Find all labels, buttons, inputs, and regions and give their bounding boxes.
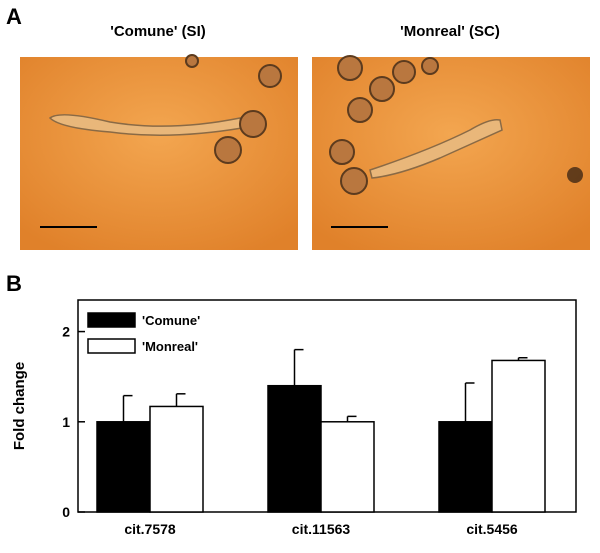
micrograph xyxy=(312,55,590,250)
panel-label: B xyxy=(6,271,22,296)
x-tick-label: cit.7578 xyxy=(124,521,176,537)
y-tick-label: 2 xyxy=(62,324,70,340)
bar xyxy=(438,421,493,513)
bar xyxy=(491,359,546,513)
image-title: 'Comune' (SI) xyxy=(110,23,205,40)
legend-label: 'Comune' xyxy=(142,313,200,328)
y-tick-label: 1 xyxy=(62,414,70,430)
legend-swatch xyxy=(87,312,136,328)
bar xyxy=(149,405,204,513)
micrograph xyxy=(20,54,298,250)
bar xyxy=(267,384,322,513)
x-tick-label: cit.5456 xyxy=(466,521,518,537)
bar xyxy=(320,421,375,513)
y-axis-label: Fold change xyxy=(11,362,28,450)
panel-label: A xyxy=(6,4,22,29)
bar xyxy=(96,421,151,513)
legend-swatch xyxy=(87,338,136,354)
y-tick-label: 0 xyxy=(62,504,70,520)
x-tick-label: cit.11563 xyxy=(292,521,351,537)
image-title: 'Monreal' (SC) xyxy=(400,23,500,40)
legend-label: 'Monreal' xyxy=(142,339,198,354)
